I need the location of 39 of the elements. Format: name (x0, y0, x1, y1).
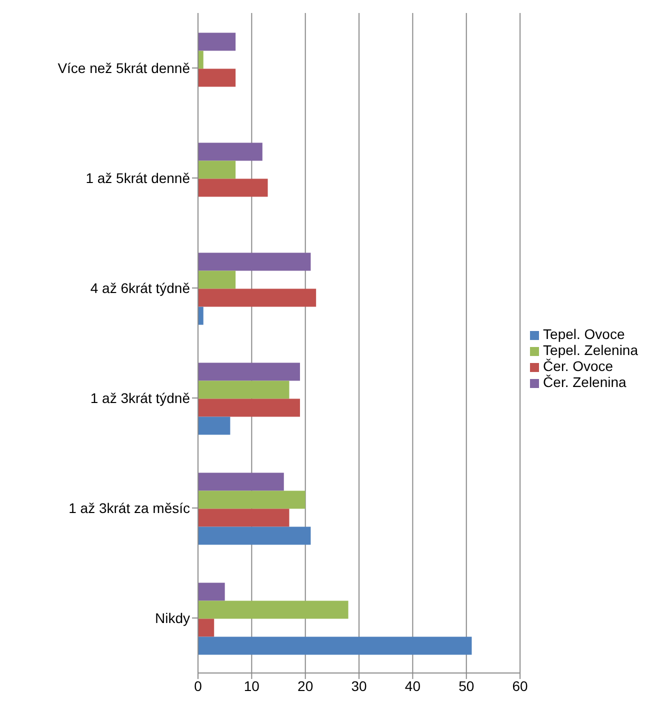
x-tick-label: 30 (351, 678, 368, 694)
x-tick-label: 50 (458, 678, 474, 694)
bar (198, 50, 204, 69)
bar (198, 618, 214, 637)
bar (198, 526, 311, 545)
bar (198, 178, 268, 197)
bar (198, 416, 230, 435)
y-tick-label: Více než 5krát denně (58, 60, 190, 76)
bar (198, 160, 236, 179)
bar (198, 508, 290, 527)
x-tick-label: 40 (404, 678, 421, 694)
bar (198, 472, 284, 491)
y-tick-label: 1 až 5krát denně (86, 170, 190, 186)
bar (198, 288, 316, 307)
bar (198, 306, 204, 325)
legend-label: Tepel. Ovoce (543, 326, 625, 342)
legend-label: Čer. Zelenina (543, 374, 626, 390)
bar (198, 398, 300, 417)
bar (198, 362, 300, 381)
bar (198, 68, 236, 87)
bar (198, 270, 236, 289)
x-tick-label: 0 (194, 678, 202, 694)
x-tick-label: 60 (512, 678, 528, 694)
bar (198, 490, 306, 509)
legend-label: Tepel. Zelenina (543, 342, 638, 358)
legend-label: Čer. Ovoce (543, 358, 614, 374)
y-tick-label: 1 až 3krát za měsíc (68, 500, 190, 516)
y-tick-label: 4 až 6krát týdně (90, 280, 190, 296)
y-tick-label: 1 až 3krát týdně (90, 390, 190, 406)
bar (198, 600, 348, 619)
bar (198, 32, 236, 51)
x-tick-label: 20 (298, 678, 314, 694)
bar (198, 252, 311, 271)
bar (198, 636, 472, 655)
y-tick-label: Nikdy (154, 610, 190, 626)
bar (198, 582, 225, 601)
bar (198, 142, 262, 161)
bar (198, 380, 290, 399)
x-tick-label: 10 (244, 678, 260, 694)
